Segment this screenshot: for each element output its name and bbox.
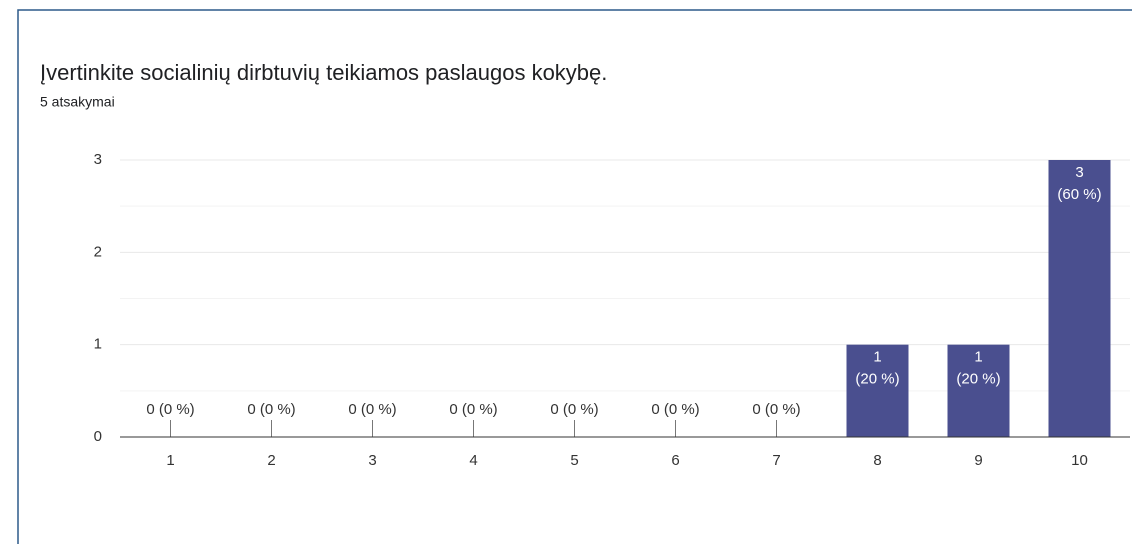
value-label: 1 (20 %): [956, 349, 1000, 388]
value-label: 0 (0 %): [247, 401, 295, 418]
x-tick-label: 5: [570, 452, 578, 469]
value-label: 0 (0 %): [449, 401, 497, 418]
value-label-line: (60 %): [1057, 186, 1101, 203]
value-label-line: 1: [873, 349, 881, 366]
value-label-line: (20 %): [956, 371, 1000, 388]
value-label: 0 (0 %): [146, 401, 194, 418]
x-tick-label: 8: [873, 452, 881, 469]
chart-subtitle: 5 atsakymai: [40, 94, 115, 110]
x-tick-label: 2: [267, 452, 275, 469]
y-tick-label: 0: [94, 428, 102, 445]
x-tick-label: 10: [1071, 452, 1088, 469]
x-tick-label: 1: [166, 452, 174, 469]
x-tick-label: 9: [974, 452, 982, 469]
chart-title: Įvertinkite socialinių dirbtuvių teikiam…: [40, 60, 607, 85]
value-label: 0 (0 %): [752, 401, 800, 418]
bar: [1048, 160, 1111, 437]
x-tick-label: 3: [368, 452, 376, 469]
value-label-line: 1: [974, 349, 982, 366]
value-label: 0 (0 %): [550, 401, 598, 418]
x-tick-label: 7: [772, 452, 780, 469]
value-label: 3 (60 %): [1057, 164, 1101, 203]
card: [17, 9, 1132, 544]
x-tick-label: 6: [671, 452, 679, 469]
y-tick-label: 1: [94, 336, 102, 353]
value-label-line: 3: [1075, 164, 1083, 181]
y-tick-label: 2: [94, 243, 102, 260]
x-tick-label: 4: [469, 452, 477, 469]
value-label: 0 (0 %): [348, 401, 396, 418]
value-label: 1 (20 %): [855, 349, 899, 388]
value-label-line: (20 %): [855, 371, 899, 388]
y-tick-label: 3: [94, 151, 102, 168]
bar: [947, 344, 1010, 437]
value-label: 0 (0 %): [651, 401, 699, 418]
bar: [846, 344, 909, 437]
